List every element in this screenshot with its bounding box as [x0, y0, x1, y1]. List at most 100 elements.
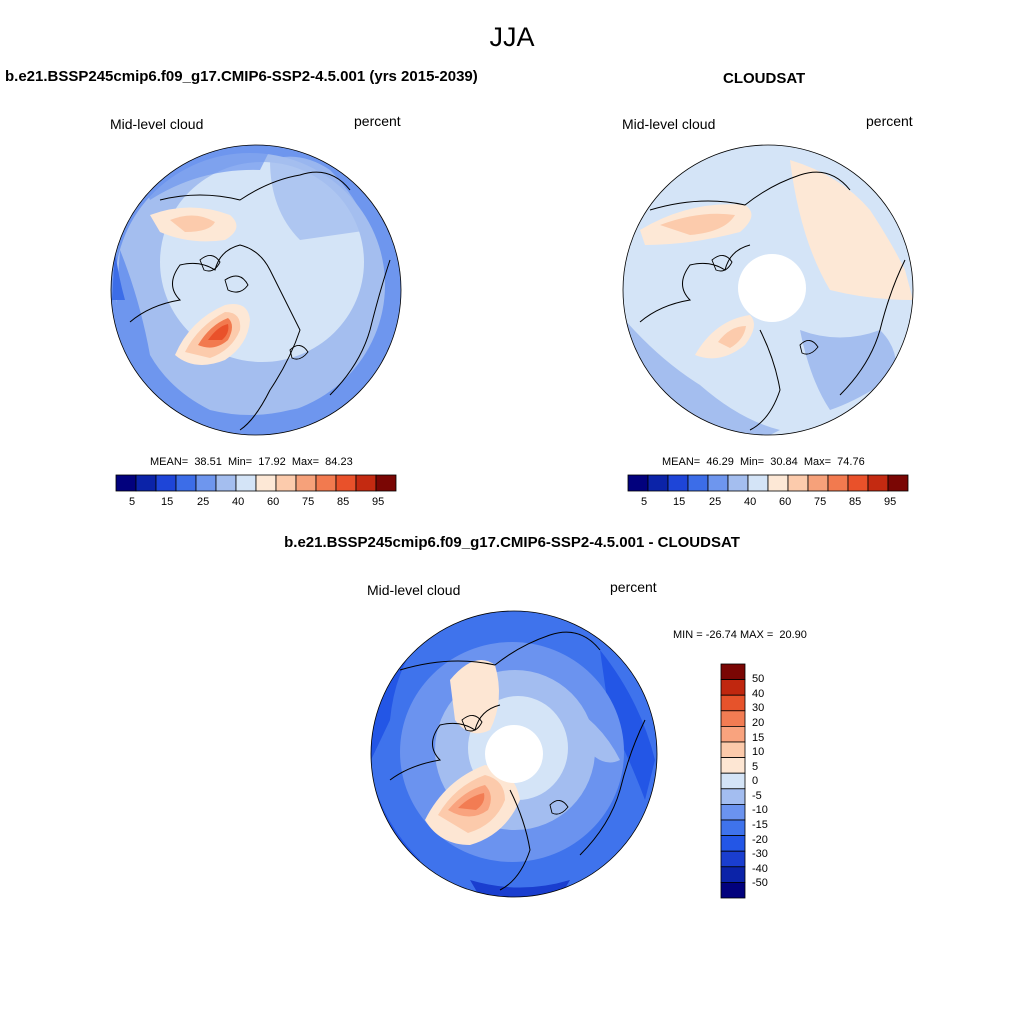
cbar-model-tick: 60	[267, 496, 280, 508]
colorbar-cell	[667, 474, 689, 492]
colorbar-cell	[720, 772, 746, 790]
panel-diff-units-label: percent	[610, 579, 657, 595]
cbar-model-tick: 15	[161, 496, 174, 508]
map-obs-warm-patch-5	[718, 326, 746, 348]
map-obs-islands	[711, 255, 819, 355]
cbar-obs-tick: 40	[744, 496, 757, 508]
panel-diff-variable-label: Mid-level cloud	[367, 582, 461, 598]
colorbar-cell	[827, 474, 849, 492]
colorbar-cell	[275, 474, 297, 492]
map-diff-light-patch	[560, 700, 620, 763]
colorbar-cell	[155, 474, 177, 492]
colorbar-cell	[255, 474, 277, 492]
map-obs-polar-hole	[738, 254, 806, 322]
colorbar-cell	[767, 474, 789, 492]
map-model-edge-dark	[112, 250, 125, 300]
colorbar-cell	[787, 474, 809, 492]
map-diff-dark-band-1	[371, 630, 420, 760]
cbar-diff-tick: 5	[752, 761, 759, 773]
panel-obs-title: CLOUDSAT	[723, 70, 806, 87]
cbar-obs-tick: 60	[779, 496, 792, 508]
cbar-model-tick: 95	[372, 496, 385, 508]
colorbar-cell	[720, 804, 746, 821]
map-diff-warm-patch-5	[458, 793, 485, 810]
colorbar-cell	[687, 474, 709, 492]
map-obs-warm-patch-2	[660, 213, 735, 235]
cbar-diff-tick: -40	[752, 863, 768, 875]
cbar-diff-tick: -5	[752, 790, 762, 802]
colorbar-cell	[720, 757, 746, 774]
colorbar-obs	[627, 474, 909, 492]
colorbar-cell	[720, 679, 746, 696]
cbar-model-tick: 25	[197, 496, 210, 508]
colorbar-cell	[295, 474, 317, 492]
colorbar-cell	[627, 474, 649, 492]
colorbar-cell	[720, 694, 746, 712]
colorbar-cell	[747, 474, 769, 492]
cbar-model-tick: 75	[302, 496, 315, 508]
colorbar-cell	[887, 474, 909, 492]
colorbar-cell	[720, 882, 746, 899]
colorbar-cell	[720, 741, 746, 759]
map-model	[111, 145, 401, 435]
colorbar-cell	[335, 474, 357, 492]
cbar-diff-tick: 10	[752, 746, 765, 758]
colorbar-cell	[720, 850, 746, 868]
colorbar-cell	[720, 788, 746, 805]
cbar-diff-tick: 0	[752, 775, 759, 787]
colorbar-cell	[720, 726, 746, 743]
colorbar-cell	[720, 866, 746, 883]
map-obs-blue-band-1	[625, 320, 780, 435]
map-model-upper-band	[270, 156, 370, 240]
panel-model-title: b.e21.BSSP245cmip6.f09_g17.CMIP6-SSP2-4.…	[5, 68, 478, 85]
cbar-diff-tick: 20	[752, 717, 765, 729]
panel-model-variable-label: Mid-level cloud	[110, 116, 204, 132]
cbar-obs-tick: 85	[849, 496, 862, 508]
map-diff-warm-patch-1	[450, 660, 499, 734]
colorbar-model	[115, 474, 397, 492]
map-obs	[623, 145, 913, 435]
map-diff-dark-band-3	[600, 650, 655, 800]
cbar-model-tick: 5	[129, 496, 136, 508]
map-model-border	[110, 144, 402, 436]
colorbar-cell	[215, 474, 237, 492]
colorbar-cell	[355, 474, 377, 492]
colorbar-cell	[720, 710, 746, 727]
map-diff-dark-band-4	[470, 880, 570, 897]
panel-obs-stats: MEAN= 46.29 Min= 30.84 Max= 74.76	[662, 456, 865, 468]
cbar-model-tick: 85	[337, 496, 350, 508]
colorbar-diff	[720, 663, 746, 899]
cbar-obs-tick: 25	[709, 496, 722, 508]
cbar-diff-tick: 50	[752, 673, 765, 685]
map-diff-islands	[461, 715, 569, 815]
colorbar-cell	[727, 474, 749, 492]
cbar-diff-tick: -20	[752, 834, 768, 846]
colorbar-cell	[647, 474, 669, 492]
colorbar-cell	[135, 474, 157, 492]
colorbar-cell	[847, 474, 869, 492]
colorbar-cell	[707, 474, 729, 492]
figure-title: JJA	[489, 22, 535, 52]
colorbar-cell	[720, 835, 746, 852]
cbar-diff-tick: 40	[752, 688, 765, 700]
map-model-warm-patch-6	[208, 324, 229, 340]
colorbar-cell	[807, 474, 829, 492]
map-diff	[371, 611, 657, 897]
cbar-diff-tick: 30	[752, 702, 765, 714]
cbar-diff-tick: -30	[752, 848, 768, 860]
cbar-obs-tick: 95	[884, 496, 897, 508]
colorbar-cell	[720, 819, 746, 837]
panel-model-stats: MEAN= 38.51 Min= 17.92 Max= 84.23	[150, 456, 353, 468]
map-obs-warm-patch-3	[790, 160, 913, 300]
map-model-islands	[199, 255, 309, 360]
colorbar-cell	[720, 663, 746, 681]
colorbar-cell	[175, 474, 197, 492]
panel-obs-units-label: percent	[866, 113, 913, 129]
map-obs-coastlines	[639, 171, 906, 431]
cbar-diff-tick: -50	[752, 877, 768, 889]
panel-obs-variable-label: Mid-level cloud	[622, 116, 716, 132]
colorbar-cell	[235, 474, 257, 492]
panel-model-units-label: percent	[354, 113, 401, 129]
panel-diff-stats: MIN = -26.74 MAX = 20.90	[673, 629, 807, 641]
